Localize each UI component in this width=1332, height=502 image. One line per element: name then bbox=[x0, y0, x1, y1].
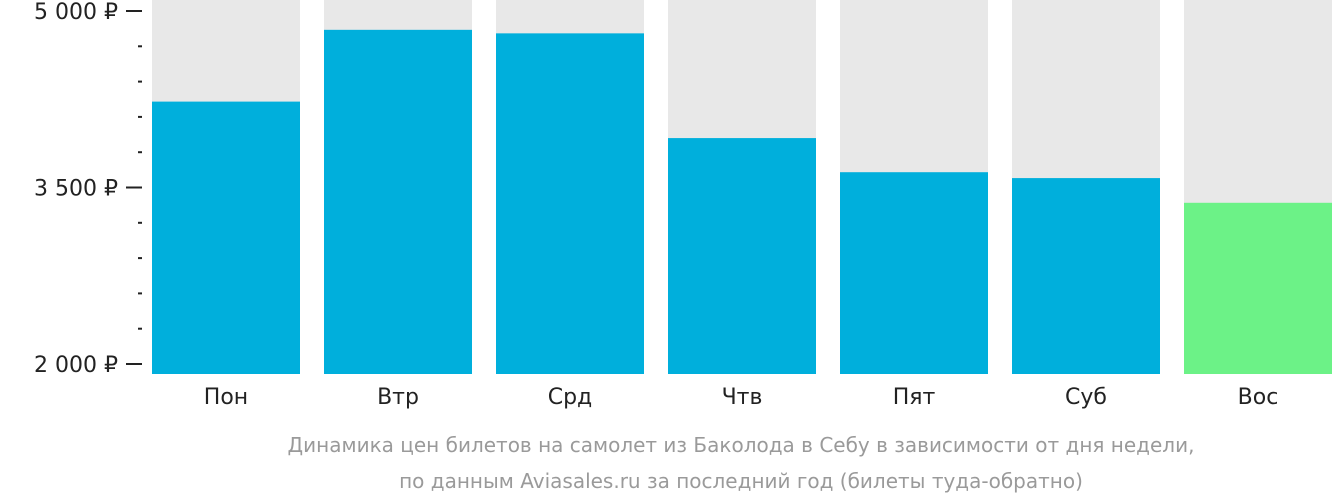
bar-6 bbox=[1012, 178, 1160, 374]
bar-4 bbox=[668, 138, 816, 374]
x-tick-label-1: Пон bbox=[204, 385, 248, 410]
x-tick-label-4: Чтв bbox=[722, 385, 763, 410]
chart-caption-line-2: по данным Aviasales.ru за последний год … bbox=[399, 469, 1083, 493]
y-axis: 5 000 ₽ 3 500 ₽ 2 000 ₽ bbox=[34, 0, 142, 378]
y-tick-label-3: 2 000 ₽ bbox=[34, 353, 118, 378]
value-bars bbox=[152, 29, 1332, 375]
x-tick-label-7: Вос bbox=[1238, 385, 1279, 410]
y-tick-label-2: 3 500 ₽ bbox=[34, 177, 118, 202]
x-axis-labels: Пон Втр Срд Чтв Пят Суб Вос bbox=[204, 385, 1279, 410]
y-tick-label-1: 5 000 ₽ bbox=[34, 0, 118, 25]
x-tick-label-2: Втр bbox=[377, 385, 419, 410]
chart-caption-line-1: Динамика цен билетов на самолет из Бакол… bbox=[288, 433, 1195, 457]
bar-2 bbox=[324, 29, 472, 375]
bar-5 bbox=[840, 172, 988, 374]
bar-1 bbox=[152, 101, 300, 374]
x-tick-label-3: Срд bbox=[548, 385, 593, 410]
bar-3 bbox=[496, 33, 644, 375]
x-tick-label-5: Пят bbox=[893, 385, 936, 410]
x-tick-label-6: Суб bbox=[1065, 385, 1107, 410]
bar-7 bbox=[1184, 202, 1332, 374]
